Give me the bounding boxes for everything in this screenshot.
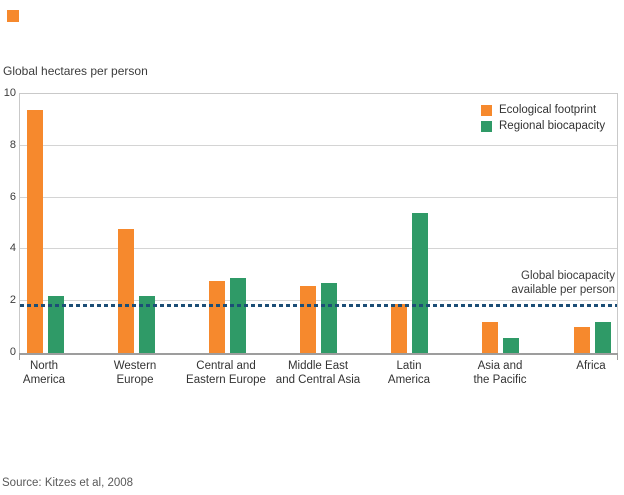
y-tick-label-8: 8 (9, 138, 16, 151)
x-label-5: Latin America (354, 360, 464, 387)
footprint-swatch-icon (481, 104, 492, 116)
biocapacity-swatch-icon (481, 120, 492, 132)
legend-item-ecological-footprint: Ecological footprint (481, 104, 605, 116)
bar-biocapacity-4 (321, 283, 337, 353)
bar-biocapacity-2 (139, 296, 155, 353)
bar-footprint-4 (300, 285, 316, 353)
gridline-y-8 (20, 144, 617, 146)
chart-title: Global hectares per person (3, 64, 148, 78)
x-label-line: Eastern Europe (186, 373, 266, 386)
y-tick-label-10: 10 (3, 87, 16, 99)
axis-tick-right (617, 355, 618, 360)
bar-footprint-6 (482, 321, 498, 353)
x-label-line: America (387, 373, 431, 386)
bar-biocapacity-5 (412, 213, 428, 353)
x-label-line: North (29, 360, 59, 372)
bar-biocapacity-3 (230, 277, 246, 353)
bar-footprint-1 (27, 109, 43, 353)
bar-biocapacity-1 (48, 296, 64, 353)
bar-footprint-3 (209, 280, 225, 353)
x-axis-line (19, 353, 618, 355)
y-tick-label-4: 4 (9, 242, 16, 255)
x-label-line: Middle East (287, 360, 349, 372)
reference-line-annotation: Global biocapacity available per person (511, 269, 615, 297)
x-label-line: Western (113, 360, 157, 372)
bar-biocapacity-7 (595, 321, 611, 353)
x-label-line: Central and (196, 360, 256, 372)
x-label-4: Middle East and Central Asia (263, 360, 373, 387)
annotation-line: Global biocapacity (521, 270, 615, 282)
annotation-line: available per person (511, 284, 615, 296)
legend: Ecological footprint Regional biocapacit… (481, 104, 605, 136)
gridline-y-2 (20, 300, 617, 302)
global-biocapacity-reference-line (20, 304, 617, 308)
bar-footprint-7 (574, 327, 590, 353)
y-tick-label-2: 2 (9, 294, 16, 307)
y-tick-label-6: 6 (9, 190, 16, 203)
x-label-line: and Central Asia (275, 373, 361, 386)
x-label-2: Western Europe (80, 360, 190, 387)
x-label-line: Africa (576, 360, 606, 372)
legend-label: Regional biocapacity (499, 120, 606, 132)
x-label-line: Europe (116, 373, 154, 386)
bar-biocapacity-6 (503, 337, 519, 353)
x-label-line: America (22, 373, 66, 386)
x-axis-labels: North America Western Europe Central and East… (19, 360, 616, 394)
legend-label: Ecological footprint (499, 104, 597, 116)
bar-footprint-2 (118, 228, 134, 353)
legend-item-regional-biocapacity: Regional biocapacity (481, 120, 605, 132)
source-credit: Source: Kitzes et al, 2008 (2, 477, 134, 489)
x-label-line: Asia and (477, 360, 523, 372)
y-tick-label-0: 0 (9, 346, 16, 358)
x-label-line: the Pacific (473, 373, 527, 386)
gridline-y-6 (20, 196, 617, 198)
x-label-7: Africa (536, 360, 624, 374)
axis-tick-left (19, 355, 20, 360)
gridline-y-4 (20, 248, 617, 250)
x-label-3: Central and Eastern Europe (171, 360, 281, 387)
plot-area: Ecological footprint Regional biocapacit… (4, 87, 618, 360)
x-label-line: Latin (396, 360, 422, 372)
bar-footprint-5 (391, 303, 407, 353)
x-label-1: North America (0, 360, 99, 387)
corner-accent-square (7, 10, 19, 22)
x-label-6: Asia and the Pacific (445, 360, 555, 387)
